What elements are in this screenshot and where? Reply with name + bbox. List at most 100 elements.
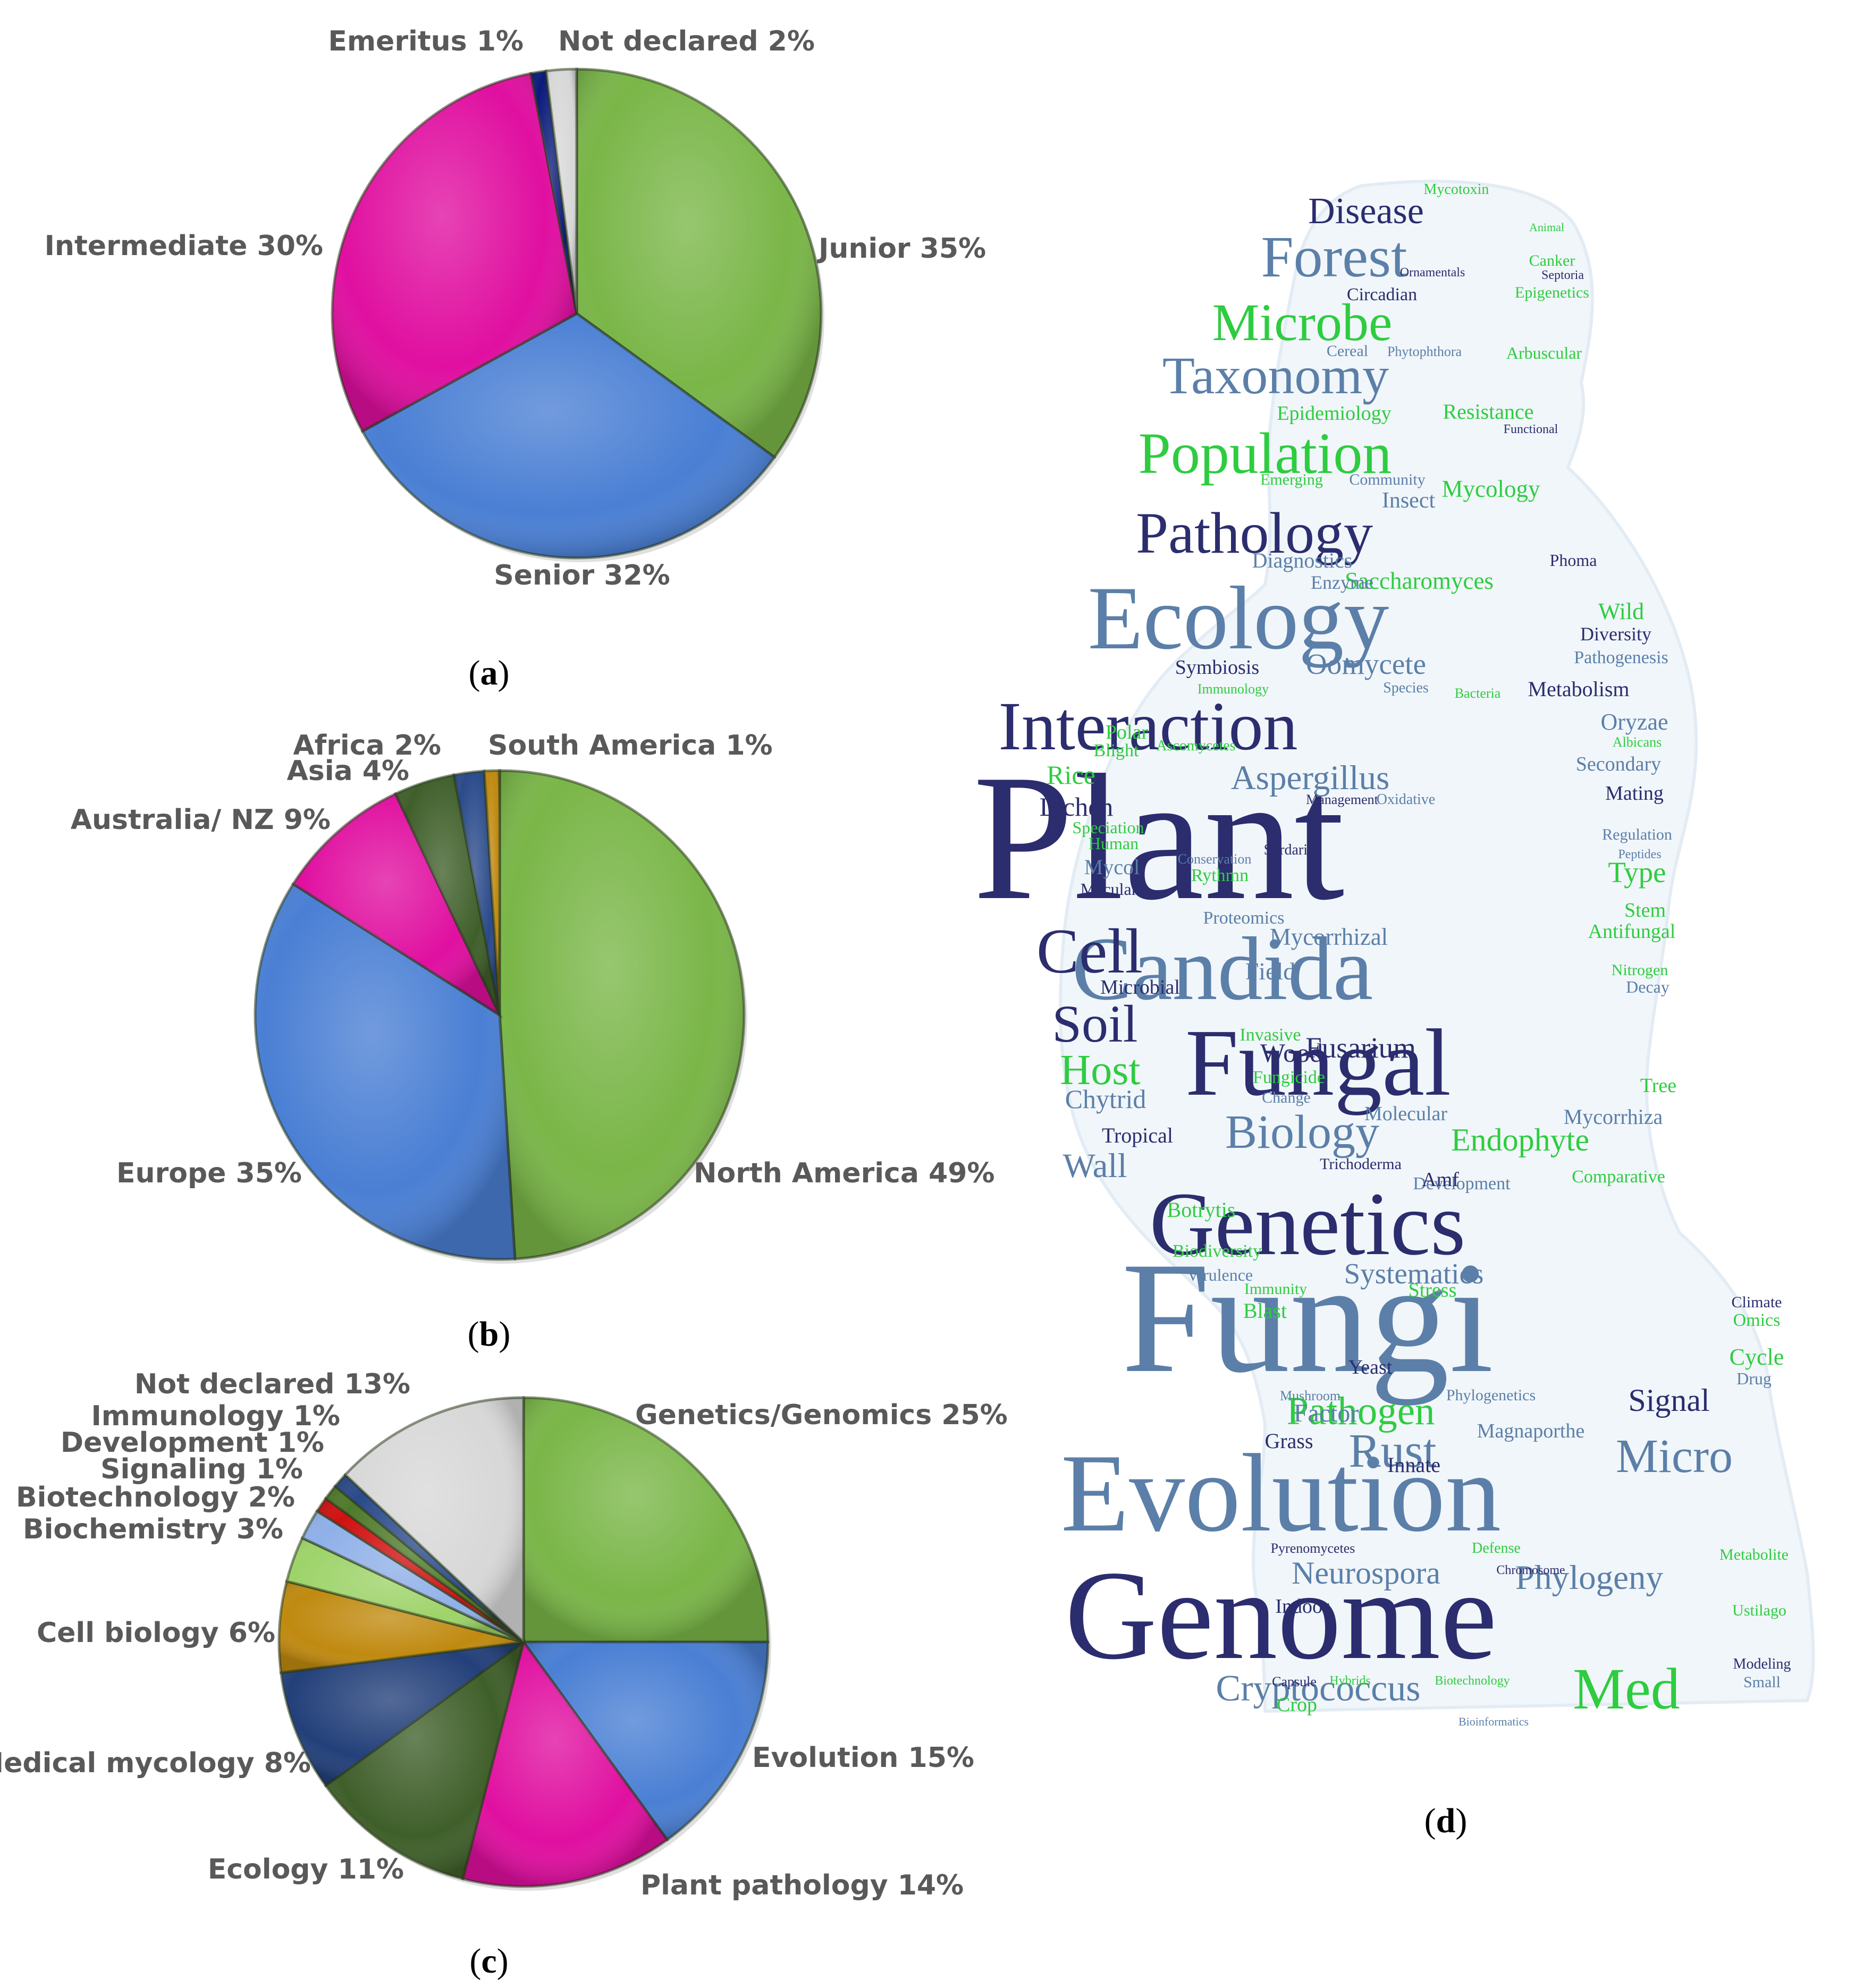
pie-slice-shine	[524, 1642, 768, 1840]
cloud-word-species: Species	[1383, 680, 1429, 696]
pie-slice-shine	[335, 1475, 524, 1642]
pie-slice-shine	[281, 1642, 524, 1786]
slice-label-africa-2: Africa 2%	[293, 730, 441, 762]
cloud-word-fungicide: Fungicide	[1253, 1068, 1325, 1087]
cloud-word-tree: Tree	[1640, 1075, 1676, 1097]
cloud-word-metabolism: Metabolism	[1528, 677, 1629, 701]
cloud-word-stem: Stem	[1624, 899, 1666, 921]
cloud-word-cell: Cell	[1036, 916, 1143, 986]
slice-label-intermediate-30: Intermediate 30%	[45, 230, 323, 262]
cloud-word-chytrid: Chytrid	[1065, 1084, 1146, 1114]
cloud-word-symbiosis: Symbiosis	[1175, 656, 1259, 679]
cloud-word-rice: Rice	[1047, 760, 1095, 790]
cloud-word-trichoderma: Trichoderma	[1320, 1155, 1402, 1173]
slice-label-plant-pathology-14: Plant pathology 14%	[640, 1869, 964, 1901]
cloud-word-innate: Innate	[1387, 1453, 1440, 1477]
cloud-word-ustilago: Ustilago	[1732, 1602, 1786, 1619]
cloud-word-taxonomy: Taxonomy	[1162, 346, 1389, 405]
cloud-word-grass: Grass	[1264, 1429, 1313, 1453]
cloud-word-omics: Omics	[1733, 1310, 1781, 1330]
cloud-word-botrytis: Botrytis	[1167, 1198, 1236, 1222]
cloud-word-microbe: Microbe	[1212, 293, 1393, 352]
cloud-word-evolution: Evolution	[1061, 1432, 1501, 1555]
cloud-word-systematics: Systematics	[1344, 1257, 1484, 1290]
cloud-word-wood: Wood	[1260, 1038, 1323, 1068]
cloud-word-human: Human	[1089, 834, 1139, 853]
cloud-word-arbuscular: Arbuscular	[1506, 343, 1582, 362]
cloud-word-management: Management	[1306, 792, 1379, 807]
cloud-word-rust: Rust	[1348, 1425, 1436, 1477]
pie-chart-region: North America 49% Europe 35% Australia/ NZ…	[71, 730, 995, 1264]
pie-slice-shine	[395, 775, 500, 1015]
cloud-word-speciation: Speciation	[1072, 818, 1144, 837]
pie-slice-shine	[345, 1398, 524, 1642]
pie-slice-shine	[286, 1538, 524, 1642]
pie-slice-shine	[325, 1486, 524, 1642]
pie-chart-career-stage: Junior 35% Senior 32% Intermediate 30% Emer…	[45, 26, 986, 591]
cloud-word-immunity: Immunity	[1244, 1280, 1307, 1298]
cloud-word-wild: Wild	[1598, 598, 1644, 624]
cloud-word-pathology: Pathology	[1136, 501, 1373, 565]
cloud-word-fungal: Fungal	[1185, 1010, 1451, 1115]
cloud-word-rythmn: Rythmn	[1191, 866, 1249, 885]
cloud-word-secondary: Secondary	[1576, 753, 1661, 775]
cloud-word-capsule: Capsule	[1272, 1674, 1317, 1689]
pie-slice-shine	[484, 771, 500, 1015]
cloud-word-epidemiology: Epidemiology	[1277, 402, 1391, 425]
slice-label-medical-mycology-8: Medical mycology 8%	[0, 1747, 311, 1779]
cloud-word-metabolite: Metabolite	[1719, 1546, 1789, 1563]
cloud-word-epigenetics: Epigenetics	[1515, 284, 1589, 301]
cloud-word-type: Type	[1608, 856, 1666, 889]
cloud-word-phylogeny: Phylogeny	[1515, 1559, 1664, 1597]
pie-slice-shine	[577, 69, 821, 458]
slice-label-senior-32: Senior 32%	[494, 560, 670, 591]
cloud-word-polar: Polar	[1106, 721, 1149, 743]
pie-slice-shine	[325, 1642, 524, 1879]
cloud-word-antifungal: Antifungal	[1588, 920, 1676, 943]
cloud-word-diversity: Diversity	[1580, 623, 1651, 645]
cloud-word-maculans: Maculans	[1081, 879, 1146, 899]
cloud-word-neurospora: Neurospora	[1292, 1555, 1440, 1591]
cloud-word-pathogenesis: Pathogenesis	[1574, 648, 1668, 667]
cloud-word-comparative: Comparative	[1572, 1167, 1665, 1187]
cloud-word-oryzae: Oryzae	[1600, 709, 1668, 735]
cloud-word-field: Field	[1245, 958, 1296, 985]
cloud-word-pathogen: Pathogen	[1286, 1389, 1435, 1433]
pie-slice-shine	[279, 1581, 524, 1673]
cloud-word-endophyte: Endophyte	[1451, 1122, 1589, 1157]
cloud-word-change: Change	[1262, 1089, 1311, 1106]
cloud-word-genetics: Genetics	[1150, 1174, 1466, 1274]
pie-slice-shine	[255, 884, 515, 1259]
slice-label-biotechnology-2: Biotechnology 2%	[16, 1482, 295, 1513]
cloud-word-aspergillus: Aspergillus	[1231, 759, 1390, 797]
pie-chart-research-field: Genetics/Genomics 25% Evolution 15% Plant …	[0, 1368, 1008, 1901]
cloud-word-fusarium: Fusarium	[1305, 1031, 1416, 1064]
cloud-word-sordaria: Sordaria	[1264, 842, 1314, 858]
slice-label-development-1: Development 1%	[61, 1427, 324, 1459]
cloud-word-immunology: Immunology	[1198, 681, 1269, 697]
slice-label-australia-nz-9: Australia/ NZ 9%	[71, 804, 331, 836]
cloud-word-candida: Candida	[1072, 919, 1373, 1019]
cloud-word-amf: Amf	[1422, 1169, 1459, 1191]
slice-label-biochemistry-3: Biochemistry 3%	[23, 1513, 283, 1545]
slice-label-south-america-1: South America 1%	[488, 730, 773, 762]
cloud-word-enzyme: Enzyme	[1311, 572, 1373, 593]
cloud-word-host: Host	[1060, 1047, 1140, 1094]
cloud-word-hybrids: Hybrids	[1329, 1674, 1370, 1688]
cloud-word-oomycete: Oomycete	[1306, 648, 1426, 680]
cloud-word-biology: Biology	[1225, 1106, 1379, 1158]
cloud-word-molecular: Molecular	[1364, 1103, 1448, 1125]
slice-label-junior-35: Junior 35%	[817, 233, 986, 265]
cloud-word-tropical: Tropical	[1102, 1123, 1173, 1147]
cloud-word-proteomics: Proteomics	[1203, 908, 1285, 928]
cloud-word-circadian: Circadian	[1347, 285, 1417, 304]
cloud-word-ecology: Ecology	[1088, 568, 1389, 668]
cloud-word-septoria: Septoria	[1541, 268, 1584, 282]
pie-slice-shine	[546, 69, 577, 314]
cloud-word-virulence: Virulence	[1187, 1265, 1253, 1284]
pie-slice-shine	[302, 1511, 524, 1642]
cloud-word-canker: Canker	[1529, 252, 1575, 269]
cloud-word-ornamentals: Ornamentals	[1400, 266, 1465, 280]
cloud-word-oxidative: Oxidative	[1377, 791, 1435, 808]
